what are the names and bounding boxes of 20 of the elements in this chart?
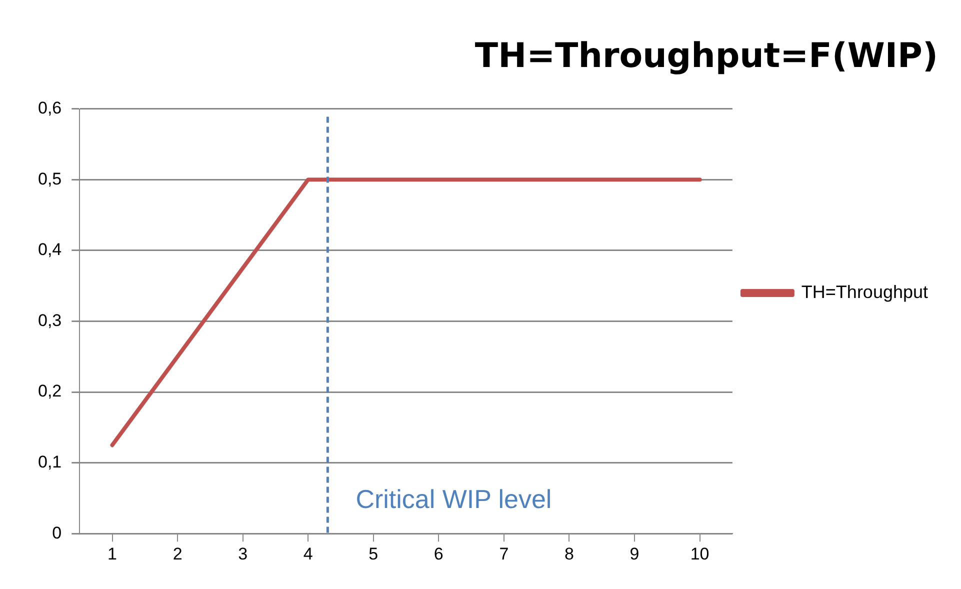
y-tick-label: 0,3 bbox=[38, 310, 62, 330]
x-tick-label: 5 bbox=[368, 544, 378, 564]
y-tick-label: 0,6 bbox=[38, 98, 62, 118]
x-tick-label: 9 bbox=[630, 544, 640, 564]
y-tick-label: 0,2 bbox=[38, 382, 62, 401]
x-tick-label: 2 bbox=[172, 544, 182, 564]
x-tick-label: 6 bbox=[434, 544, 444, 564]
x-tick-label: 1 bbox=[108, 544, 118, 564]
y-tick-label: 0,1 bbox=[38, 452, 62, 472]
chart-title: TH=Throughput=F(WIP) bbox=[474, 36, 938, 76]
x-tick-label: 8 bbox=[564, 544, 574, 564]
x-tick-label: 10 bbox=[690, 544, 710, 564]
x-tick-label: 4 bbox=[303, 544, 313, 564]
y-tick-label: 0,4 bbox=[38, 240, 62, 260]
ref-line-label: Critical WIP level bbox=[356, 484, 552, 514]
y-tick-label: 0 bbox=[52, 523, 62, 542]
x-tick-label: 3 bbox=[238, 544, 248, 564]
y-tick-label: 0,5 bbox=[38, 169, 62, 188]
x-tick-label: 7 bbox=[499, 544, 509, 564]
legend-label: TH=Throughput bbox=[801, 282, 928, 302]
